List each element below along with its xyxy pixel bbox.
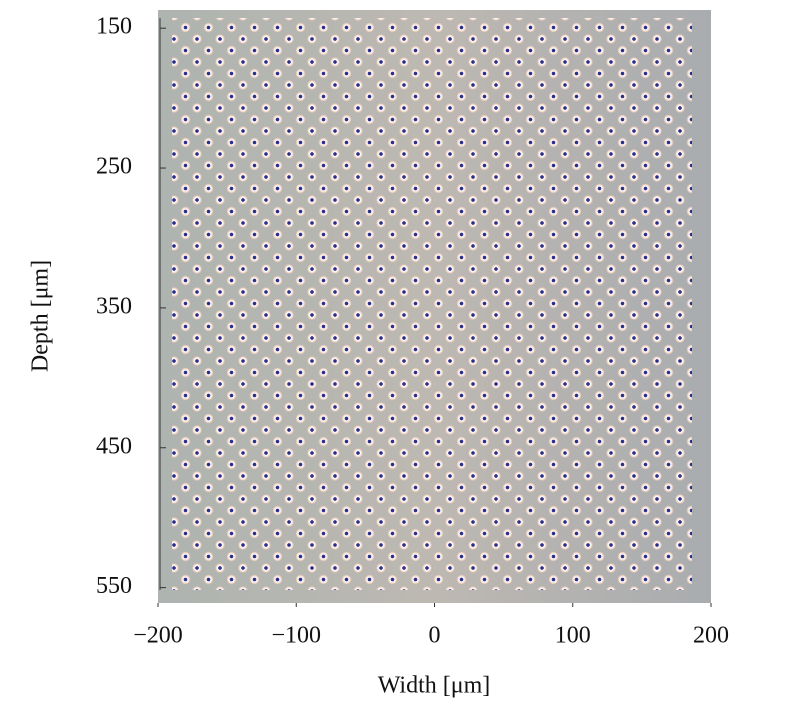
x-axis-label: Width [μm] — [378, 673, 491, 699]
x-tick-label: 100 — [555, 623, 591, 649]
x-tick-label: 0 — [429, 623, 441, 649]
x-tick-label: 200 — [693, 623, 729, 649]
x-tick-label: −100 — [271, 623, 321, 649]
y-tick-label: 350 — [96, 293, 132, 319]
y-tick-label: 550 — [96, 573, 132, 599]
image — [158, 10, 711, 603]
x-tick-label: −200 — [133, 623, 183, 649]
y-tick-label: 250 — [96, 154, 132, 180]
y-tick-label: 450 — [96, 433, 132, 459]
y-tick-label: 150 — [96, 14, 132, 40]
y-axis-label: Depth [μm] — [28, 260, 54, 372]
